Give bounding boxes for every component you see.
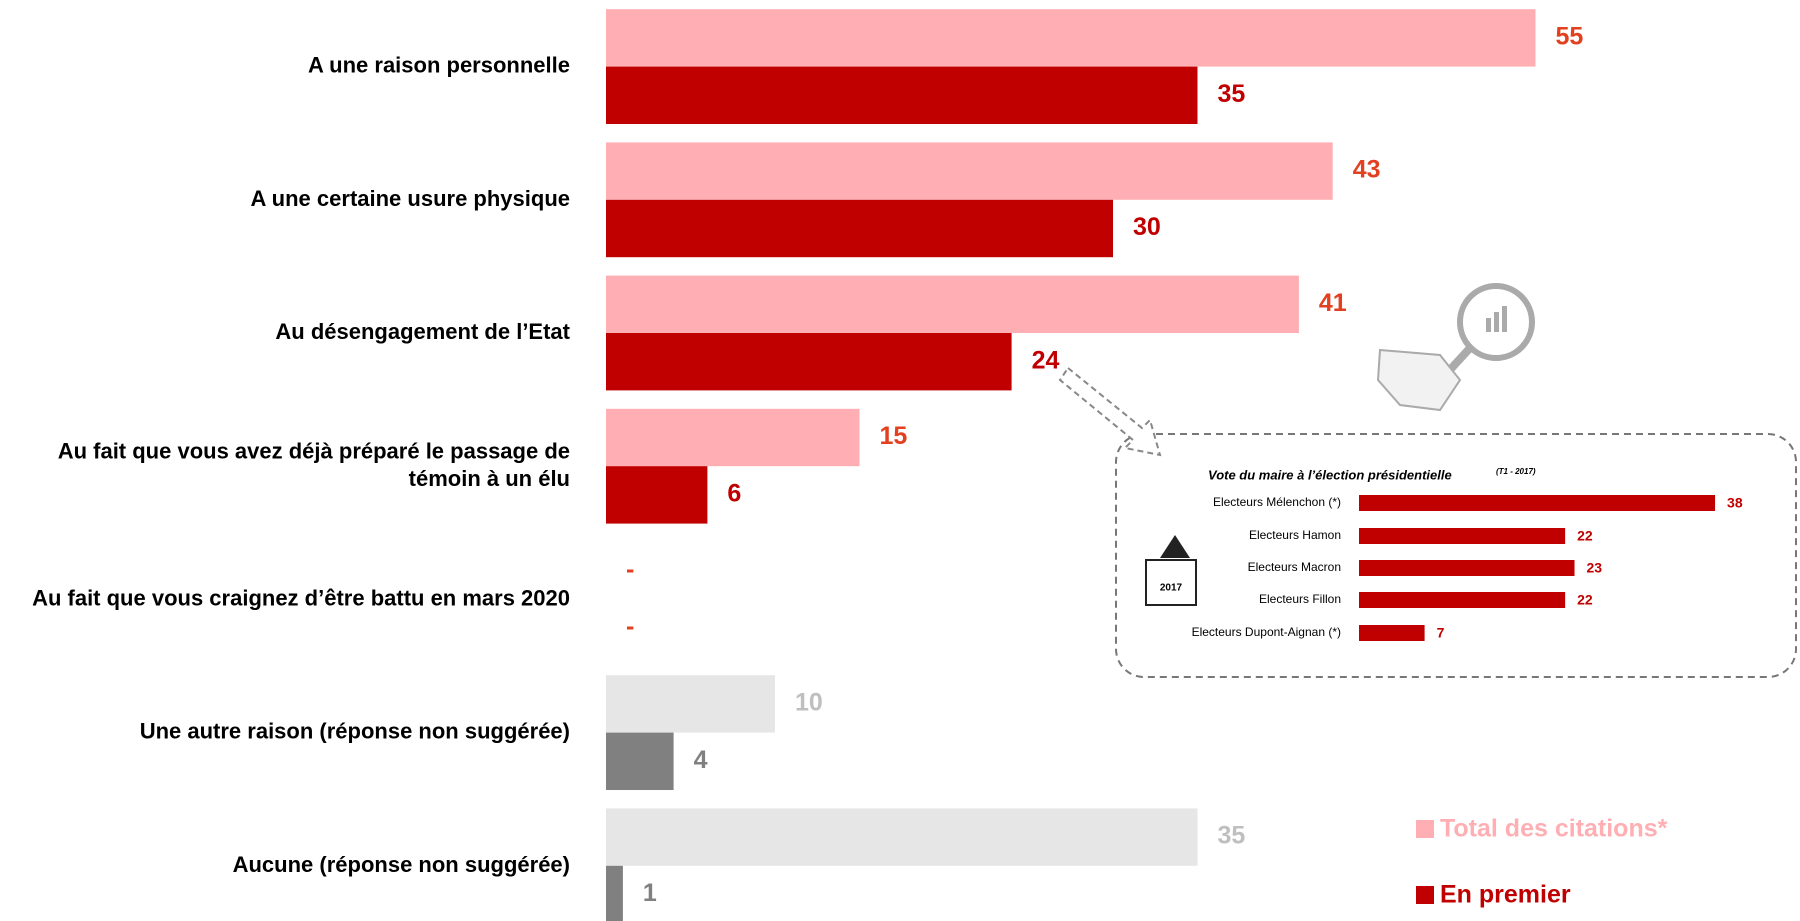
category-label: Aucune (réponse non suggérée) (233, 852, 570, 877)
bar (606, 865, 623, 921)
legend-swatch (1416, 886, 1434, 904)
category-label: Au fait que vous avez déjà préparé le pa… (58, 438, 570, 491)
inset-subtitle: (T1 - 2017) (1496, 467, 1536, 476)
inset-value-label: 22 (1577, 592, 1593, 608)
bar (606, 732, 674, 790)
inset-value-label: 38 (1727, 495, 1743, 511)
bar (606, 408, 860, 467)
bar (606, 675, 775, 733)
bar (606, 199, 1113, 258)
value-label: - (626, 613, 634, 641)
value-label: 35 (1218, 822, 1246, 850)
bar (606, 466, 708, 524)
magnifier-icon (1376, 283, 1535, 412)
value-label: 24 (1032, 346, 1060, 374)
inset-category-label: Electeurs Macron (1248, 560, 1341, 574)
arrow (1058, 366, 1162, 457)
category-label: Au désengagement de l’Etat (275, 319, 570, 344)
legend-label: Total des citations* (1440, 815, 1668, 843)
value-label: 55 (1556, 23, 1584, 51)
category-label: Une autre raison (réponse non suggérée) (140, 718, 570, 743)
bar (606, 275, 1299, 333)
category-label: A une certaine usure physique (251, 186, 571, 211)
category-label: Au fait que vous craignez d’être battu e… (32, 585, 570, 610)
legend-swatch (1416, 820, 1434, 838)
inset-category-label: Electeurs Fillon (1259, 592, 1341, 606)
inset-value-label: 7 (1437, 625, 1445, 641)
bar (606, 333, 1012, 391)
inset-bar (1359, 495, 1716, 511)
bar (606, 9, 1536, 67)
value-label: 41 (1319, 289, 1347, 317)
bar (606, 808, 1198, 866)
inset-category-label: Electeurs Hamon (1249, 528, 1341, 542)
value-label: 15 (880, 422, 908, 450)
annotation: 2017 (1160, 583, 1183, 594)
value-label: 4 (694, 746, 708, 774)
inset-value-label: 22 (1577, 528, 1593, 544)
inset-bar (1359, 528, 1566, 544)
bar (606, 66, 1198, 124)
value-label: 35 (1218, 80, 1246, 108)
inset-value-label: 23 (1587, 560, 1603, 576)
inset-bar (1359, 560, 1575, 576)
value-label: - (626, 555, 634, 583)
inset-frame (1115, 433, 1797, 678)
bar (606, 142, 1333, 200)
value-label: 43 (1353, 156, 1381, 184)
inset-title: Vote du maire à l’élection présidentiell… (1208, 467, 1452, 482)
legend-label: En premier (1440, 881, 1571, 909)
inset-category-label: Electeurs Mélenchon (*) (1213, 495, 1341, 509)
inset-bar (1359, 625, 1425, 641)
category-label: A une raison personnelle (308, 52, 570, 77)
value-label: 1 (643, 879, 657, 907)
inset-category-label: Electeurs Dupont-Aignan (*) (1192, 625, 1341, 639)
value-label: 10 (795, 689, 823, 717)
inset-bar (1359, 592, 1566, 608)
value-label: 6 (727, 480, 741, 508)
value-label: 30 (1133, 213, 1161, 241)
ballot-box-icon (1145, 535, 1197, 606)
